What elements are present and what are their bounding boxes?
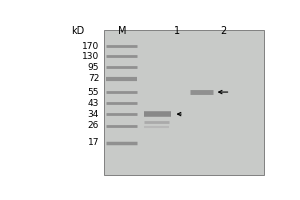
Text: kD: kD <box>72 26 85 36</box>
Text: 130: 130 <box>82 52 99 61</box>
Text: 72: 72 <box>88 74 99 83</box>
Text: 1: 1 <box>174 26 180 36</box>
Text: 17: 17 <box>88 138 99 147</box>
Text: 2: 2 <box>220 26 226 36</box>
FancyBboxPatch shape <box>104 30 264 175</box>
Text: 34: 34 <box>88 110 99 119</box>
Text: 43: 43 <box>88 99 99 108</box>
Text: M: M <box>118 26 127 36</box>
Text: 170: 170 <box>82 42 99 51</box>
Text: 95: 95 <box>88 63 99 72</box>
Text: 26: 26 <box>88 121 99 130</box>
Text: 55: 55 <box>88 88 99 97</box>
